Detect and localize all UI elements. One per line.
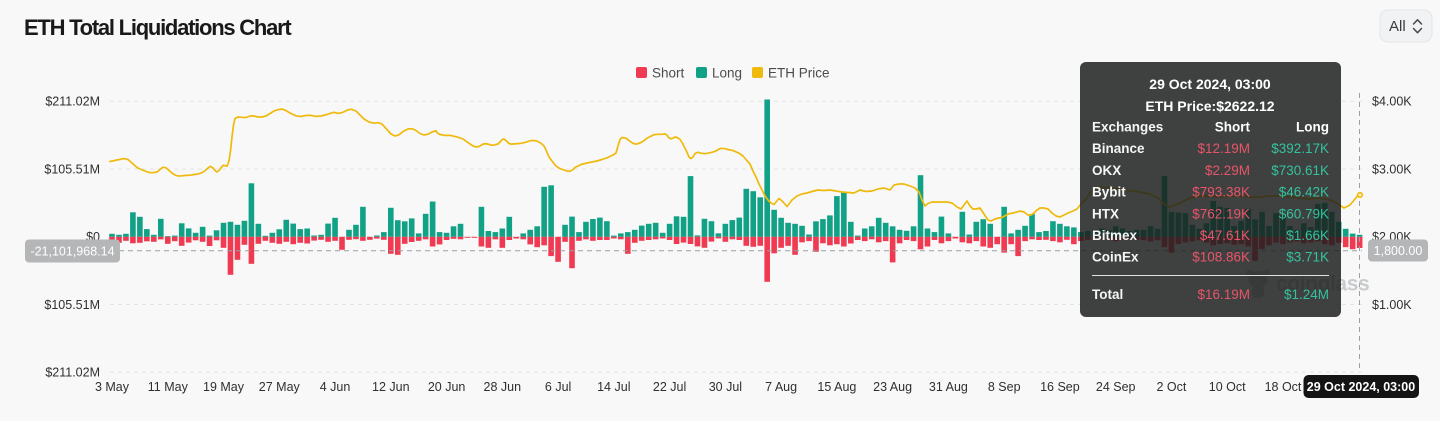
svg-text:$392.17K: $392.17K <box>1271 141 1329 156</box>
svg-text:28 Jun: 28 Jun <box>484 380 522 394</box>
svg-text:12 Jun: 12 Jun <box>372 380 410 394</box>
svg-text:HTX: HTX <box>1092 206 1119 221</box>
svg-text:$47.61K: $47.61K <box>1200 228 1250 243</box>
svg-text:7 Aug: 7 Aug <box>765 380 797 394</box>
svg-text:$4.00K: $4.00K <box>1372 95 1412 109</box>
svg-text:All: All <box>1389 18 1406 35</box>
svg-text:Long: Long <box>1296 120 1329 135</box>
svg-text:$211.02M: $211.02M <box>45 366 100 380</box>
svg-text:$762.19K: $762.19K <box>1192 206 1250 221</box>
svg-text:$108.86K: $108.86K <box>1192 250 1250 265</box>
svg-text:4 Jun: 4 Jun <box>320 380 351 394</box>
svg-text:$1.66K: $1.66K <box>1286 228 1329 243</box>
svg-text:ETH Total Liquidations Chart: ETH Total Liquidations Chart <box>24 15 292 40</box>
svg-text:$60.79K: $60.79K <box>1279 206 1329 221</box>
svg-text:ETH Price: ETH Price <box>768 66 830 81</box>
svg-text:19 May: 19 May <box>203 380 245 394</box>
svg-text:$1.24M: $1.24M <box>1284 287 1329 302</box>
svg-text:Bitmex: Bitmex <box>1092 228 1138 243</box>
svg-text:Short: Short <box>652 66 685 81</box>
svg-text:$12.19M: $12.19M <box>1197 141 1250 156</box>
svg-text:8 Sep: 8 Sep <box>988 380 1021 394</box>
svg-text:22 Jul: 22 Jul <box>653 380 686 394</box>
svg-text:CoinEx: CoinEx <box>1092 250 1139 265</box>
svg-text:$105.51M: $105.51M <box>44 162 100 176</box>
svg-text:$3.71K: $3.71K <box>1286 250 1329 265</box>
svg-text:$730.61K: $730.61K <box>1271 163 1329 178</box>
svg-text:$46.42K: $46.42K <box>1279 185 1329 200</box>
svg-text:15 Aug: 15 Aug <box>817 380 856 394</box>
svg-text:14 Jul: 14 Jul <box>597 380 630 394</box>
svg-text:29 Oct 2024, 03:00: 29 Oct 2024, 03:00 <box>1307 380 1415 394</box>
svg-text:$3.00K: $3.00K <box>1372 162 1412 176</box>
svg-text:29 Oct 2024, 03:00: 29 Oct 2024, 03:00 <box>1149 76 1271 92</box>
svg-text:6 Jul: 6 Jul <box>545 380 571 394</box>
svg-text:OKX: OKX <box>1092 163 1121 178</box>
svg-text:23 Aug: 23 Aug <box>873 380 912 394</box>
svg-text:11 May: 11 May <box>148 380 189 394</box>
svg-text:24 Sep: 24 Sep <box>1096 380 1136 394</box>
svg-text:ETH Price:$2622.12: ETH Price:$2622.12 <box>1145 98 1274 114</box>
svg-text:$16.19M: $16.19M <box>1197 287 1250 302</box>
svg-text:$2.29M: $2.29M <box>1205 163 1250 178</box>
svg-text:30 Jul: 30 Jul <box>709 380 742 394</box>
svg-text:2 Oct: 2 Oct <box>1156 380 1186 394</box>
svg-text:18 Oct: 18 Oct <box>1265 380 1302 394</box>
svg-text:27 May: 27 May <box>259 380 301 394</box>
svg-text:16 Sep: 16 Sep <box>1040 380 1080 394</box>
svg-text:$793.38K: $793.38K <box>1192 185 1250 200</box>
svg-text:3 May: 3 May <box>95 380 130 394</box>
svg-text:10 Oct: 10 Oct <box>1209 380 1246 394</box>
svg-text:-21,101,968.14: -21,101,968.14 <box>30 245 114 259</box>
svg-text:$1.00K: $1.00K <box>1372 298 1412 312</box>
svg-text:Bybit: Bybit <box>1092 185 1126 200</box>
svg-text:$211.02M: $211.02M <box>45 95 100 109</box>
svg-text:Total: Total <box>1092 287 1123 302</box>
svg-text:1,800.00: 1,800.00 <box>1374 244 1423 258</box>
svg-text:$105.51M: $105.51M <box>44 298 100 312</box>
svg-text:31 Aug: 31 Aug <box>929 380 968 394</box>
svg-text:Short: Short <box>1215 120 1251 135</box>
svg-text:Binance: Binance <box>1092 141 1145 156</box>
svg-text:Long: Long <box>712 66 742 81</box>
svg-text:20 Jun: 20 Jun <box>428 380 466 394</box>
svg-text:Exchanges: Exchanges <box>1092 120 1163 135</box>
